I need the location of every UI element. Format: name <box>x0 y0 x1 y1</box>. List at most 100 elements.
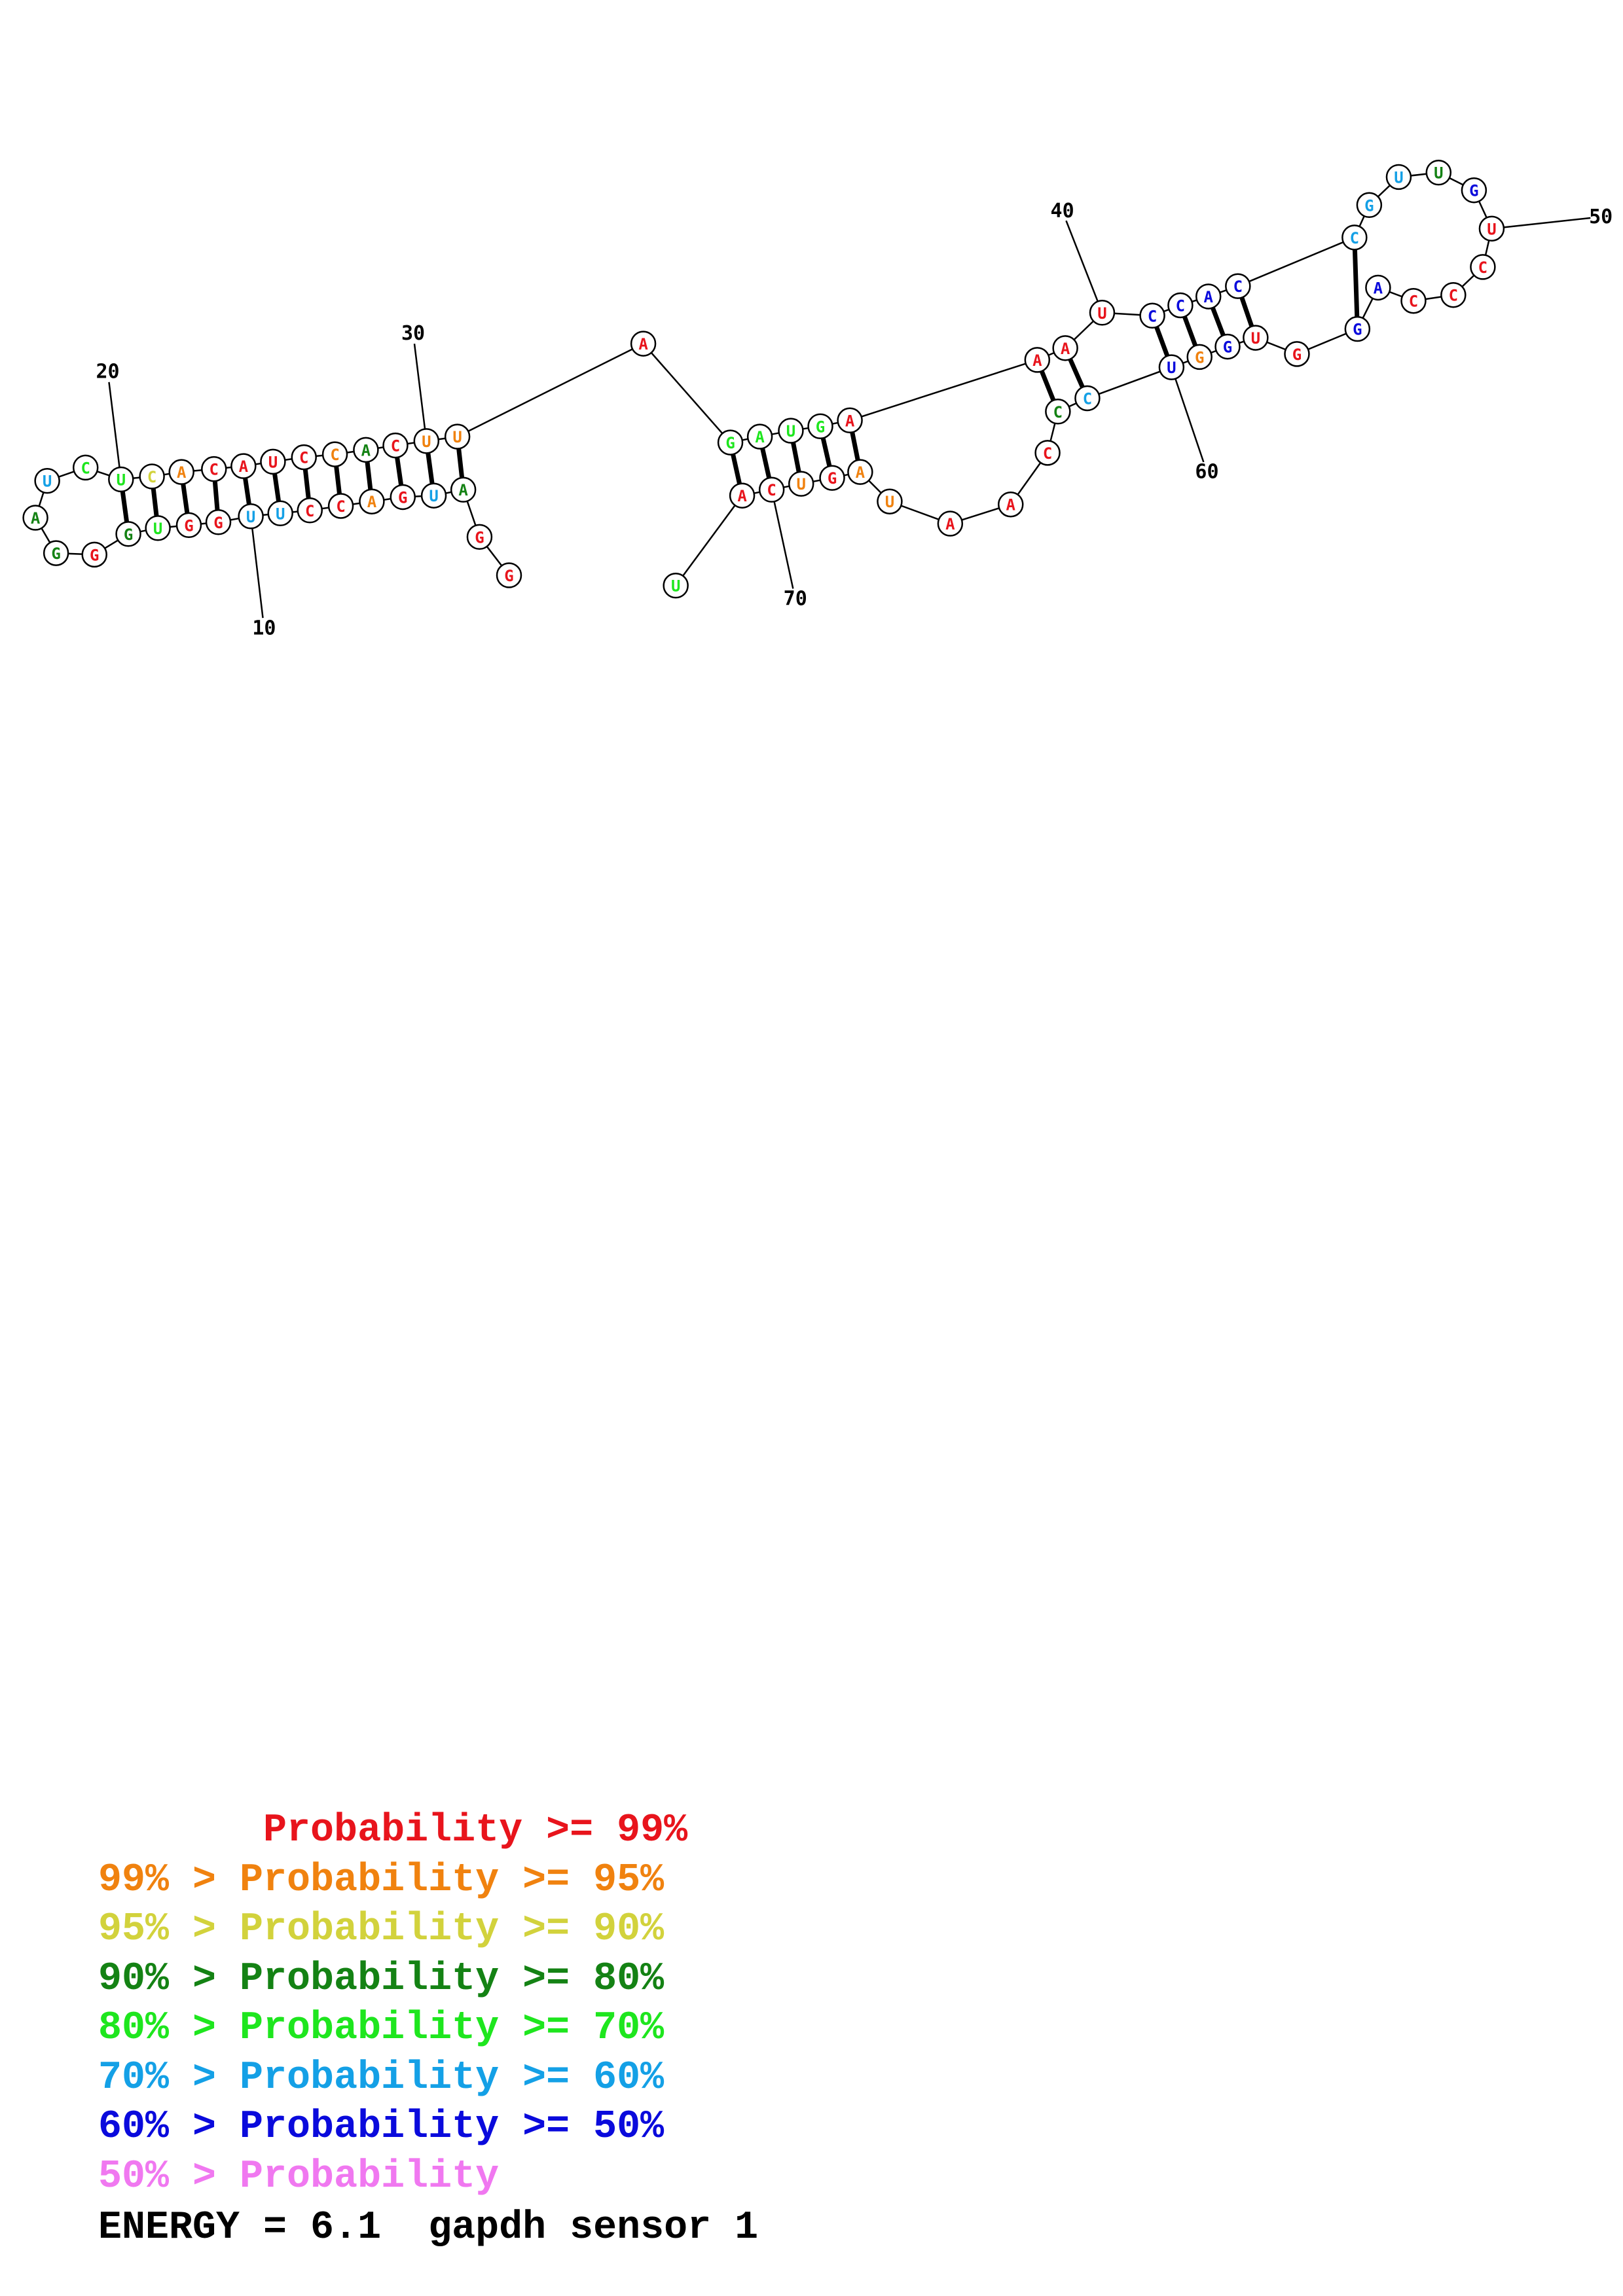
nucleotide-letter: U <box>1487 220 1496 238</box>
nucleotide-letter: G <box>816 418 825 436</box>
nucleotide-letter: C <box>1083 389 1092 408</box>
nucleotide: C <box>1034 440 1061 466</box>
nucleotide-circle <box>108 466 134 493</box>
nucleotide-letter: G <box>1223 338 1232 357</box>
legend-row: 90% > Probability >= 80% <box>98 1956 665 2001</box>
nucleotide-letter: U <box>422 433 431 451</box>
nucleotide: G <box>1214 333 1241 360</box>
nucleotide: G <box>1461 177 1487 204</box>
nucleotide: A <box>353 437 379 463</box>
nucleotide-letter: A <box>737 487 747 505</box>
nucleotide-letter: G <box>398 488 407 507</box>
nucleotide-letter: G <box>124 526 133 544</box>
nucleotide-letter: G <box>184 516 193 535</box>
nucleotide-circle <box>1074 385 1101 412</box>
nucleotide: A <box>1024 347 1051 373</box>
backbone-segment <box>1087 366 1172 399</box>
nucleotide: G <box>819 465 845 491</box>
nucleotide: C <box>758 476 785 503</box>
legend-row: 50% > Probability <box>98 2154 500 2199</box>
nucleotide-letter: A <box>361 441 371 459</box>
base-pair <box>456 448 465 478</box>
nucleotide-letter: C <box>1148 307 1157 325</box>
nucleotide: C <box>297 497 323 524</box>
nucleotide: U <box>1243 325 1269 351</box>
nucleotide-circle <box>778 418 804 444</box>
nucleotide: U <box>1158 354 1185 380</box>
nucleotide-letter: A <box>458 481 468 499</box>
nucleotide-letter: G <box>725 434 735 452</box>
nucleotide-circle <box>758 476 785 503</box>
base-pair <box>365 461 373 490</box>
nucleotide-letter: U <box>1097 304 1106 323</box>
nucleotide-letter: A <box>367 493 377 511</box>
nucleotide-circle <box>1341 224 1368 251</box>
nucleotide: C <box>1225 273 1251 299</box>
nucleotide-letter: A <box>845 412 855 430</box>
nucleotide-letter: A <box>177 463 187 482</box>
nucleotide: G <box>466 524 493 550</box>
nucleotide-circle <box>260 448 286 475</box>
base-pair <box>791 442 801 473</box>
base-pair <box>426 452 435 484</box>
nucleotide-letter: A <box>31 509 41 528</box>
nucleotide: C <box>1440 281 1467 308</box>
base-pair <box>1154 326 1170 357</box>
nucleotide: U <box>444 423 471 450</box>
nucleotide-circle <box>1478 215 1505 242</box>
nucleotide-letter: G <box>504 567 513 585</box>
nucleotide: G <box>807 413 833 440</box>
base-pair <box>1068 358 1085 388</box>
nucleotide-circle <box>115 521 141 547</box>
nucleotide-letter: A <box>1032 351 1042 370</box>
nucleotide-letter: C <box>1053 403 1063 422</box>
legend-row: 80% > Probability >= 70% <box>98 2006 665 2051</box>
nucleotide-circle <box>1214 333 1241 360</box>
nucleotide-letter: U <box>276 505 285 523</box>
nucleotide: G <box>1356 192 1383 218</box>
nucleotide-circle <box>663 572 689 599</box>
nucleotide-circle <box>1034 440 1061 466</box>
nucleotide-letter: A <box>239 457 249 476</box>
nucleotide-circle <box>1440 281 1467 308</box>
nucleotide-letter: C <box>1043 444 1052 463</box>
nucleotide-letter: A <box>856 463 866 482</box>
position-label: 40 <box>1051 200 1074 223</box>
nucleotide: U <box>145 515 171 541</box>
position-tick <box>1175 378 1205 463</box>
nucleotide-letter: U <box>1434 164 1443 183</box>
nucleotide-circle <box>291 444 317 471</box>
nucleotide-circle <box>1195 283 1222 310</box>
nucleotide: C <box>1045 399 1071 425</box>
nucleotide-letter: G <box>1469 182 1478 200</box>
nucleotide: A <box>630 331 657 357</box>
nucleotide: A <box>168 459 194 485</box>
position-label: 50 <box>1589 206 1613 228</box>
nucleotide: U <box>663 572 689 599</box>
nucleotide-circle <box>327 493 354 519</box>
nucleotide-letter: C <box>1176 297 1185 315</box>
position-tick <box>413 344 426 429</box>
nucleotide-letter: A <box>945 515 955 533</box>
nucleotide-letter: C <box>210 461 219 479</box>
nucleotide: G <box>1284 341 1310 367</box>
nucleotide-circle <box>729 482 756 509</box>
nucleotide-circle <box>1052 335 1078 361</box>
nucleotide-circle <box>819 465 845 491</box>
position-tick-layer: 10 20 30 40 50 60 70 <box>96 200 1613 640</box>
nucleotide: C <box>1139 302 1165 329</box>
nucleotide: C <box>1074 385 1101 412</box>
nucleotide: G <box>43 540 69 566</box>
nucleotide-circle <box>267 500 293 526</box>
nucleotide-letter: C <box>391 437 400 456</box>
backbone-segment <box>849 359 1038 422</box>
nucleotide: G <box>390 484 416 511</box>
nucleotide: U <box>1385 164 1412 190</box>
nucleotide-circle <box>1284 341 1310 367</box>
nucleotide-circle <box>1045 399 1071 425</box>
nucleotide: U <box>877 488 903 514</box>
nucleotide-circle <box>1225 273 1251 299</box>
base-pair <box>1239 296 1254 327</box>
nucleotide: A <box>937 511 964 537</box>
